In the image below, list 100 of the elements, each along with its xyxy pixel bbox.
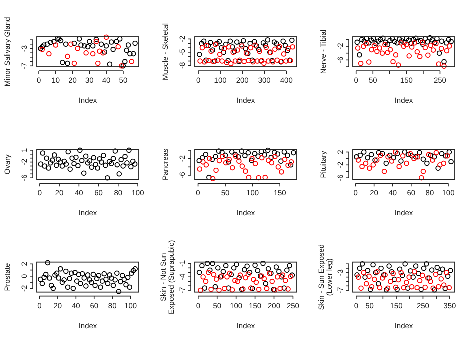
point: [369, 47, 374, 53]
point: [228, 61, 234, 67]
point: [104, 276, 109, 282]
point: [404, 160, 410, 166]
point: [213, 154, 218, 160]
point: [376, 281, 382, 287]
point: [440, 266, 446, 272]
point: [412, 269, 418, 275]
point: [371, 36, 376, 42]
point: [38, 276, 44, 282]
point: [94, 36, 100, 42]
point: [372, 43, 378, 49]
point: [362, 38, 368, 44]
point: [63, 42, 69, 48]
point: [196, 270, 202, 276]
point: [58, 160, 64, 165]
point: [421, 266, 427, 272]
point: [354, 272, 360, 278]
point: [108, 161, 114, 167]
point: [252, 151, 258, 156]
point: [79, 158, 85, 164]
point: [269, 160, 275, 166]
point: [284, 268, 290, 274]
point: [52, 272, 58, 278]
point: [357, 266, 363, 272]
point: [216, 288, 222, 294]
point: [275, 274, 280, 280]
point: [286, 286, 291, 292]
point: [132, 266, 138, 272]
point: [393, 52, 399, 58]
point: [275, 152, 281, 157]
point: [126, 42, 132, 48]
point: [390, 59, 396, 65]
point: [235, 48, 240, 53]
point: [38, 162, 44, 167]
point: [265, 148, 271, 154]
point: [392, 39, 398, 44]
point: [76, 36, 82, 42]
point: [364, 281, 370, 287]
point: [355, 46, 361, 51]
point: [448, 268, 454, 274]
point: [396, 36, 402, 42]
point: [72, 161, 77, 167]
point: [446, 150, 452, 155]
point: [70, 286, 76, 292]
point: [114, 39, 120, 44]
point: [230, 287, 236, 293]
point: [208, 40, 214, 46]
point: [204, 162, 210, 168]
point: [93, 162, 98, 168]
point: [368, 152, 374, 158]
point: [384, 160, 390, 166]
point: [222, 286, 228, 292]
point: [226, 286, 232, 291]
point: [47, 276, 52, 281]
point: [285, 48, 290, 54]
point: [212, 284, 218, 290]
point: [422, 36, 428, 42]
point: [441, 160, 447, 166]
point: [276, 164, 282, 170]
point: [262, 174, 268, 180]
point: [128, 164, 134, 170]
point: [418, 287, 424, 292]
point: [405, 286, 411, 292]
point: [429, 268, 435, 273]
point: [109, 276, 114, 281]
point: [389, 158, 395, 164]
point: [201, 38, 207, 44]
point: [436, 284, 442, 290]
point: [214, 168, 219, 174]
point: [385, 42, 391, 48]
point: [206, 174, 212, 180]
point: [396, 164, 402, 170]
point: [124, 282, 129, 288]
point: [220, 154, 226, 160]
point: [95, 166, 100, 171]
point: [40, 150, 46, 156]
point: [369, 284, 375, 290]
point: [278, 158, 284, 164]
point: [406, 274, 412, 280]
point: [444, 270, 450, 276]
point: [361, 44, 366, 50]
point: [258, 149, 264, 154]
point: [404, 42, 410, 48]
point: [244, 264, 250, 270]
point: [224, 274, 230, 280]
point: [382, 168, 388, 174]
point: [424, 160, 430, 166]
point: [122, 59, 128, 64]
point: [81, 170, 87, 176]
point: [272, 150, 278, 156]
point: [254, 58, 260, 64]
point: [130, 268, 136, 274]
point: [256, 154, 261, 159]
point: [107, 272, 113, 278]
point: [276, 269, 282, 274]
point: [54, 36, 60, 42]
point: [235, 278, 240, 284]
point: [220, 58, 225, 64]
point: [226, 157, 232, 162]
